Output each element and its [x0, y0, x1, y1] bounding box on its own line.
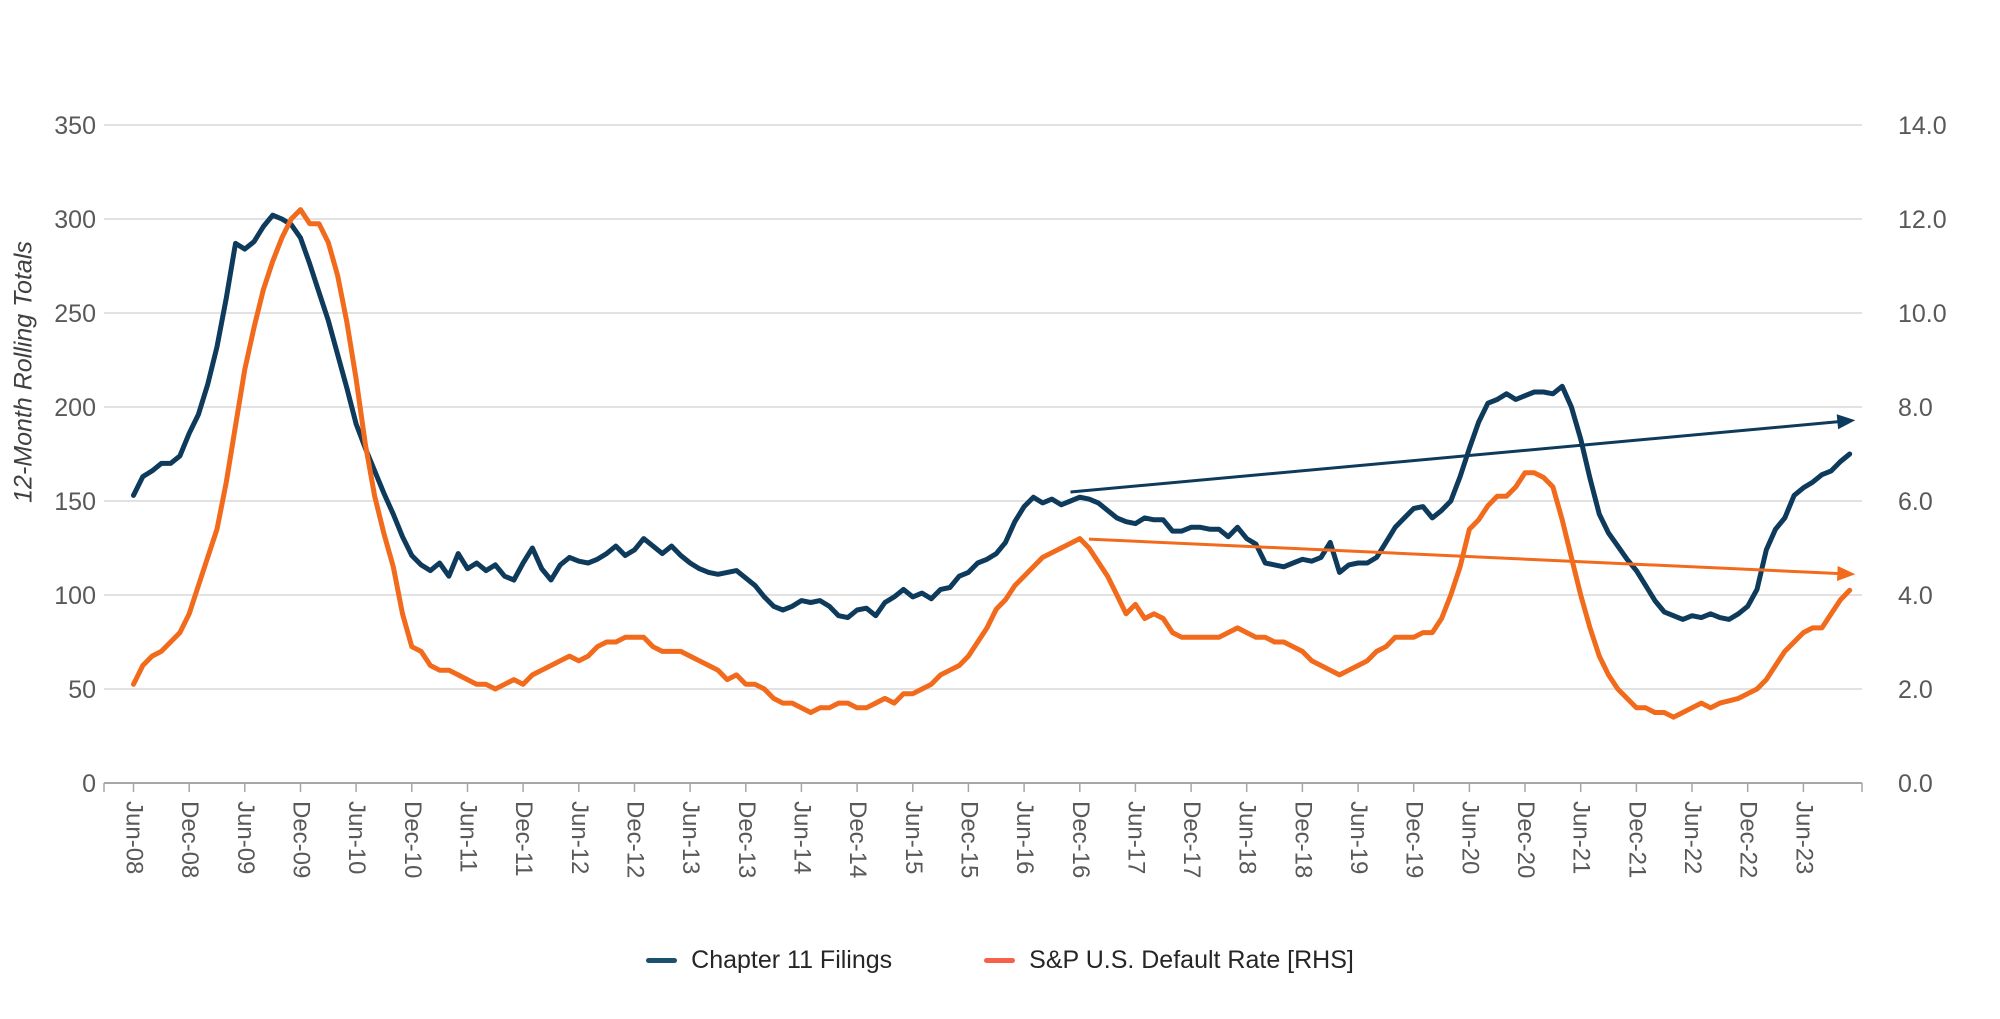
left-axis-tick-label: 150 — [54, 488, 96, 516]
right-axis-tick-label: 0.0 — [1898, 770, 1933, 798]
left-axis-tick-label: 200 — [54, 394, 96, 422]
right-axis-tick-label: 14.0 — [1898, 112, 1947, 140]
right-axis-tick-label: 2.0 — [1898, 676, 1933, 704]
x-axis-tick-label: Jun-22 — [1679, 801, 1706, 874]
x-axis-tick-label: Dec-21 — [1623, 801, 1650, 878]
left-axis-tick-label: 250 — [54, 300, 96, 328]
x-axis-tick-label: Dec-19 — [1401, 801, 1428, 878]
x-axis-tick-label: Dec-13 — [733, 801, 760, 878]
x-axis-tick-label: Dec-17 — [1178, 801, 1205, 878]
x-axis-tick-label: Jun-17 — [1122, 801, 1149, 874]
x-axis-tick-label: Jun-16 — [1011, 801, 1038, 874]
x-axis-tick-label: Jun-08 — [121, 801, 148, 874]
default-rate-legend-swatch-icon — [984, 958, 1016, 963]
x-axis-tick-label: Dec-11 — [510, 801, 537, 877]
legend: Chapter 11 Filings S&P U.S. Default Rate… — [0, 946, 2000, 975]
x-axis-tick-label: Dec-18 — [1289, 801, 1316, 878]
default-rate-trend-arrow — [1088, 537, 1841, 576]
x-axis-tick-label: Dec-08 — [176, 801, 203, 878]
chart-plot: 350 300 250 200 150 100 50 0 14.0 12.0 10.0 8.0 6.0 4… — [54, 112, 1947, 878]
legend-label-chapter11: Chapter 11 Filings — [691, 946, 893, 974]
right-axis-tick-label: 6.0 — [1898, 488, 1933, 516]
left-axis-tick-label: 300 — [54, 206, 96, 234]
legend-item-chapter11: Chapter 11 Filings — [646, 946, 892, 975]
x-axis-tick-label: Dec-10 — [399, 801, 426, 878]
x-axis-tick-label: Jun-20 — [1456, 801, 1483, 874]
x-axis-tick-label: Jun-21 — [1568, 801, 1595, 874]
series-line-chapter11 — [131, 212, 1853, 622]
right-axis-tick-label: 12.0 — [1898, 206, 1947, 234]
legend-label-default-rate: S&P U.S. Default Rate [RHS] — [1029, 946, 1354, 974]
left-axis-tick-label: 50 — [68, 676, 96, 704]
x-axis-tick-label: Jun-15 — [900, 801, 927, 874]
x-axis-tick-label: Jun-18 — [1234, 801, 1261, 874]
x-axis-tick-label: Jun-10 — [343, 801, 370, 874]
x-axis-tick-label: Dec-14 — [844, 801, 871, 878]
chapter11-legend-swatch-icon — [646, 958, 678, 963]
left-axis-tick-label: 100 — [54, 582, 96, 610]
left-axis-tick-label: 0 — [82, 770, 96, 798]
chapter11-trend-arrow-head-icon — [1836, 414, 1856, 430]
x-axis-tick-label: Jun-14 — [788, 801, 815, 874]
x-axis-tick-label: Dec-16 — [1067, 801, 1094, 878]
x-axis-tick-label: Jun-13 — [677, 801, 704, 874]
left-axis-title: 12-Month Rolling Totals — [9, 241, 38, 503]
left-axis-tick-label: 350 — [54, 112, 96, 140]
x-axis-tick-label: Jun-19 — [1345, 801, 1372, 874]
right-axis-tick-label: 8.0 — [1898, 394, 1933, 422]
legend-item-default-rate: S&P U.S. Default Rate [RHS] — [984, 946, 1354, 975]
x-axis-tick-label: Dec-12 — [622, 801, 649, 878]
x-axis-tick-label: Dec-09 — [288, 801, 315, 878]
x-axis-tick-label: Jun-23 — [1790, 801, 1817, 874]
right-axis-tick-label: 4.0 — [1898, 582, 1933, 610]
x-axis-tick-label: Dec-22 — [1735, 801, 1762, 878]
x-axis-tick-label: Jun-11 — [455, 801, 482, 873]
default-rate-trend-arrow-head-icon — [1837, 566, 1856, 581]
x-axis-tick-label: Jun-09 — [232, 801, 259, 874]
x-axis-tick-label: Dec-15 — [955, 801, 982, 878]
x-axis-tick-label: Dec-20 — [1512, 801, 1539, 878]
right-axis-tick-label: 10.0 — [1898, 300, 1947, 328]
chapter11-trend-arrow — [1070, 420, 1841, 494]
series-line-default-rate — [131, 207, 1853, 720]
x-axis-tick-label: Jun-12 — [566, 801, 593, 874]
